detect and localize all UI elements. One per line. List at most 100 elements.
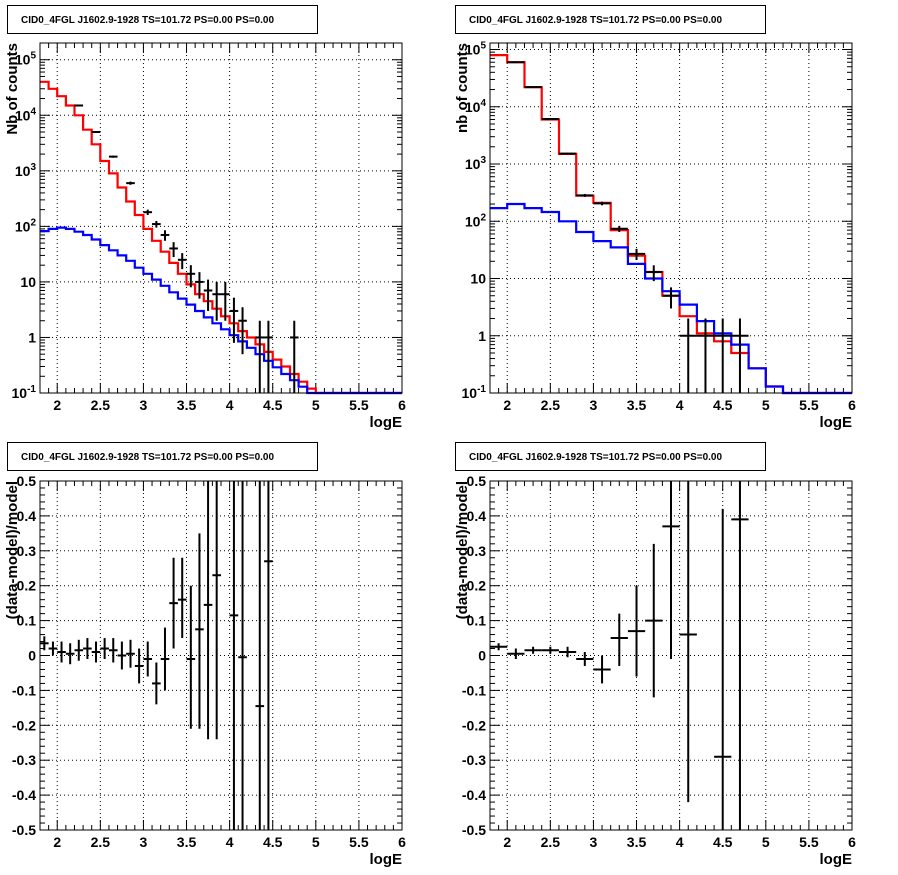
data-point <box>186 585 196 729</box>
y-tick-label: 0.5 <box>17 473 37 489</box>
data-point <box>490 643 508 651</box>
plot-frame <box>39 480 403 831</box>
data-point <box>576 652 594 666</box>
data-point <box>134 648 144 684</box>
plot-area <box>40 43 402 393</box>
y-tick-label: -0.4 <box>462 787 486 803</box>
y-tick-label: -0.2 <box>12 717 36 733</box>
data-point <box>524 646 542 654</box>
y-tick-label: -0.5 <box>462 822 486 838</box>
plot-area <box>490 43 852 393</box>
y-tick-label: 103 <box>465 155 487 172</box>
data-points <box>40 481 273 830</box>
x-tick-label: 5 <box>762 834 770 850</box>
data-point <box>108 638 118 663</box>
data-point <box>126 639 135 668</box>
y-tick-label: -0.2 <box>462 717 486 733</box>
y-tick-label: 0.3 <box>467 543 487 559</box>
x-tick-label: 2 <box>53 397 61 413</box>
y-tick-label: 0.2 <box>467 578 487 594</box>
x-tick-label: 4.5 <box>263 397 283 413</box>
series-blue-step <box>490 202 852 395</box>
data-point <box>507 648 525 659</box>
x-tick-label: 4 <box>676 834 684 850</box>
series-blue-step <box>40 226 402 395</box>
data-point <box>91 641 101 663</box>
data-points <box>507 61 749 393</box>
y-tick-label: 105 <box>15 51 37 68</box>
y-tick-label: 0.1 <box>17 613 37 629</box>
x-tick-label: 5 <box>312 834 320 850</box>
data-point <box>593 655 611 684</box>
chart-title: CID0_4FGL J1602.9-1928 TS=101.72 PS=0.00… <box>469 452 722 463</box>
x-tick-label: 2.5 <box>91 397 111 413</box>
data-point <box>255 481 265 830</box>
y-tick-label: 105 <box>465 41 487 58</box>
data-point <box>212 481 221 740</box>
x-tick-label: 4 <box>226 397 234 413</box>
data-point <box>40 636 49 651</box>
x-tick-label: 4 <box>676 397 684 413</box>
data-point <box>610 613 628 666</box>
data-point <box>238 481 247 830</box>
y-tick-label: 0.4 <box>17 508 37 524</box>
x-tick-label: 5.5 <box>349 834 369 850</box>
data-point <box>195 272 204 299</box>
data-point <box>143 641 153 677</box>
data-point <box>731 481 749 830</box>
data-point <box>255 320 265 393</box>
chart-panel-bottom-right: CID0_4FGL J1602.9-1928 TS=101.72 PS=0.00… <box>454 442 856 868</box>
y-tick-label: 104 <box>15 106 37 123</box>
y-tick-label: 0.3 <box>17 543 37 559</box>
plot-frame <box>489 480 853 831</box>
plot-frame <box>489 42 853 394</box>
data-point <box>195 533 204 729</box>
data-point <box>143 209 153 216</box>
data-point <box>627 585 646 677</box>
x-tick-label: 3 <box>590 397 598 413</box>
chart-title: CID0_4FGL J1602.9-1928 TS=101.72 PS=0.00… <box>21 452 274 463</box>
data-point <box>203 279 213 311</box>
x-tick-label: 3.5 <box>627 834 647 850</box>
data-point <box>627 248 646 261</box>
data-point <box>221 281 230 321</box>
y-tick-label: 103 <box>15 162 37 179</box>
data-point <box>74 104 84 107</box>
data-point <box>289 320 299 393</box>
y-tick-label: -0.1 <box>462 682 486 698</box>
data-point <box>662 481 680 659</box>
x-tick-label: 3 <box>590 834 598 850</box>
y-tick-label: -0.3 <box>462 752 486 768</box>
data-point <box>108 155 118 158</box>
data-points <box>490 481 749 830</box>
chart-title: CID0_4FGL J1602.9-1928 TS=101.72 PS=0.00… <box>469 15 722 26</box>
data-point <box>264 320 273 393</box>
x-tick-label: 5.5 <box>799 834 819 850</box>
data-point <box>57 641 66 663</box>
y-tick-label: 102 <box>15 217 37 234</box>
x-tick-label: 3 <box>140 397 148 413</box>
x-tick-label: 2.5 <box>541 834 561 850</box>
data-point <box>186 265 196 288</box>
y-tick-label: 0 <box>28 648 36 664</box>
title-box <box>7 5 318 34</box>
data-point <box>212 281 221 321</box>
x-tick-label: 2 <box>53 834 61 850</box>
data-point <box>100 638 109 659</box>
x-tick-label: 2.5 <box>541 397 561 413</box>
data-point <box>696 318 715 393</box>
data-point <box>731 318 749 393</box>
data-point <box>714 318 732 393</box>
data-points <box>74 104 299 393</box>
grid <box>40 481 402 830</box>
data-point <box>558 646 577 658</box>
x-tick-label: 3.5 <box>177 834 197 850</box>
y-tick-label: -0.3 <box>12 752 36 768</box>
data-point <box>91 130 101 133</box>
x-tick-label: 6 <box>848 834 856 850</box>
x-axis-label: logE <box>820 414 853 431</box>
y-tick-label: 10 <box>20 274 36 290</box>
y-tick-label: 0.1 <box>467 613 487 629</box>
y-tick-label: 0.4 <box>467 508 487 524</box>
